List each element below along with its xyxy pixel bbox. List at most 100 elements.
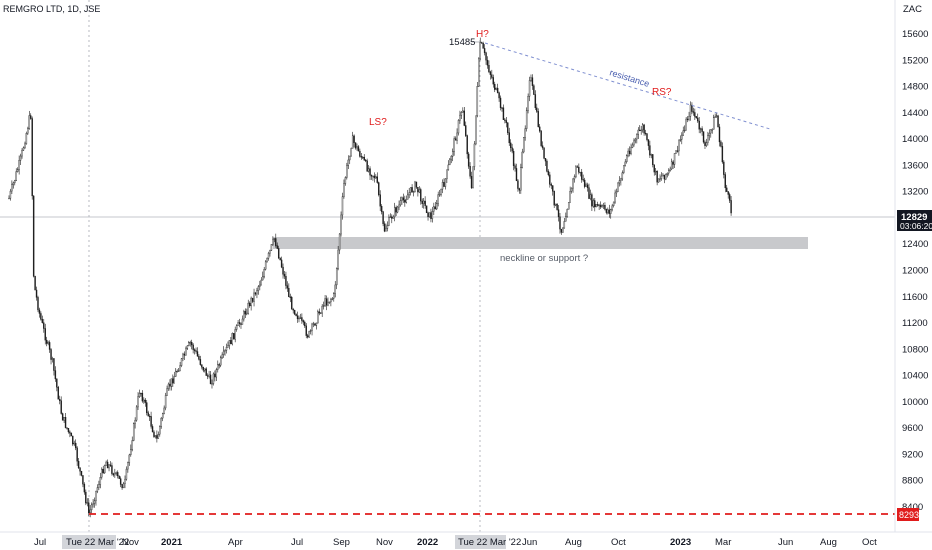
candle-body xyxy=(488,65,490,73)
candle-body xyxy=(354,142,357,149)
candle-body xyxy=(654,170,657,173)
candle-body xyxy=(596,204,599,206)
crosshair-date-badge-peak-bg xyxy=(455,535,506,549)
candle-body xyxy=(215,369,218,378)
candle-body xyxy=(60,400,62,414)
candle-body xyxy=(132,423,135,441)
crosshair-date-badge-peak: Tue 22 Mar '22 xyxy=(458,537,521,548)
candle-body xyxy=(40,313,42,320)
candle-body xyxy=(85,491,87,504)
candle-body xyxy=(266,258,268,263)
candle-body xyxy=(620,178,622,181)
candle-body xyxy=(502,107,505,120)
candle-body xyxy=(359,150,361,157)
candle-body xyxy=(241,318,244,325)
candle-body xyxy=(636,133,638,140)
candle-body xyxy=(534,94,537,109)
candle-body xyxy=(25,133,28,145)
candle-body xyxy=(447,164,450,171)
y-tick-label: 8400 xyxy=(902,502,923,513)
support-price-badge xyxy=(897,508,919,521)
candle-body xyxy=(185,348,187,356)
candle-body xyxy=(436,203,438,210)
candle-body xyxy=(309,330,312,332)
candle-body xyxy=(73,442,75,445)
candle-body xyxy=(338,233,341,251)
candle-body xyxy=(218,364,220,366)
candle-body xyxy=(717,115,719,128)
candle-body xyxy=(681,134,683,140)
candle-body xyxy=(72,435,74,445)
candle-body xyxy=(337,249,339,269)
candle-body xyxy=(192,344,194,350)
candle-body xyxy=(683,129,686,132)
candle-body xyxy=(137,396,139,408)
candle-body xyxy=(462,110,464,113)
candle-body xyxy=(45,339,48,344)
candle-body xyxy=(246,312,248,315)
candle-body xyxy=(634,138,637,142)
candle-body xyxy=(115,472,117,474)
candle-body xyxy=(182,353,184,359)
y-tick-label: 10000 xyxy=(902,397,928,408)
candle-body xyxy=(659,178,661,180)
candle-body xyxy=(728,194,731,201)
y-tick-label: 11200 xyxy=(902,318,928,329)
candle-body xyxy=(402,197,405,201)
candle-body xyxy=(399,200,402,206)
candle-body xyxy=(567,202,570,210)
candle-body xyxy=(505,120,508,123)
candle-body xyxy=(70,433,73,437)
candle-body xyxy=(472,166,474,188)
candle-body xyxy=(179,365,181,372)
y-tick-label: 15600 xyxy=(902,29,928,40)
candle-body xyxy=(660,175,663,179)
candle-body xyxy=(273,238,276,240)
candle-body xyxy=(50,349,52,360)
candle-body xyxy=(524,128,526,138)
candle-body xyxy=(233,333,235,340)
candle-body xyxy=(61,413,64,421)
candle-body xyxy=(250,297,252,307)
y-tick-label: 8800 xyxy=(902,476,923,487)
candle-body xyxy=(446,169,448,180)
candle-body xyxy=(411,187,413,193)
candle-body xyxy=(15,171,17,181)
candle-body xyxy=(625,155,628,163)
candle-body xyxy=(556,203,558,210)
candle-body xyxy=(530,77,532,81)
candle-body xyxy=(537,111,539,128)
candle-body xyxy=(69,431,71,434)
candle-body xyxy=(562,227,564,233)
candle-body xyxy=(418,189,421,193)
candle-body xyxy=(335,268,338,286)
candle-body xyxy=(173,376,175,384)
candle-body xyxy=(256,290,258,295)
candle-body xyxy=(421,200,423,204)
candle-body xyxy=(453,138,455,152)
y-tick-label: 10800 xyxy=(902,344,928,355)
candle-body xyxy=(221,354,223,359)
candle-body xyxy=(103,465,106,474)
candle-body xyxy=(612,201,615,207)
candle-body xyxy=(170,378,173,387)
x-tick-label: Nov xyxy=(122,537,139,548)
candle-body xyxy=(90,504,93,511)
candle-body xyxy=(224,350,226,352)
candle-body xyxy=(214,373,216,378)
candle-body xyxy=(527,96,529,111)
candle-body xyxy=(594,200,596,208)
candle-body xyxy=(163,407,165,415)
candle-body xyxy=(117,472,119,477)
crosshair-date-badge: Tue 22 Mar '22 xyxy=(66,537,129,548)
candle-body xyxy=(694,112,696,117)
candle-body xyxy=(211,383,213,385)
candle-body xyxy=(573,176,576,180)
candle-body xyxy=(244,311,247,315)
candle-body xyxy=(369,168,371,176)
candle-body xyxy=(386,225,389,229)
candle-body xyxy=(672,161,674,165)
candle-body xyxy=(299,317,302,319)
